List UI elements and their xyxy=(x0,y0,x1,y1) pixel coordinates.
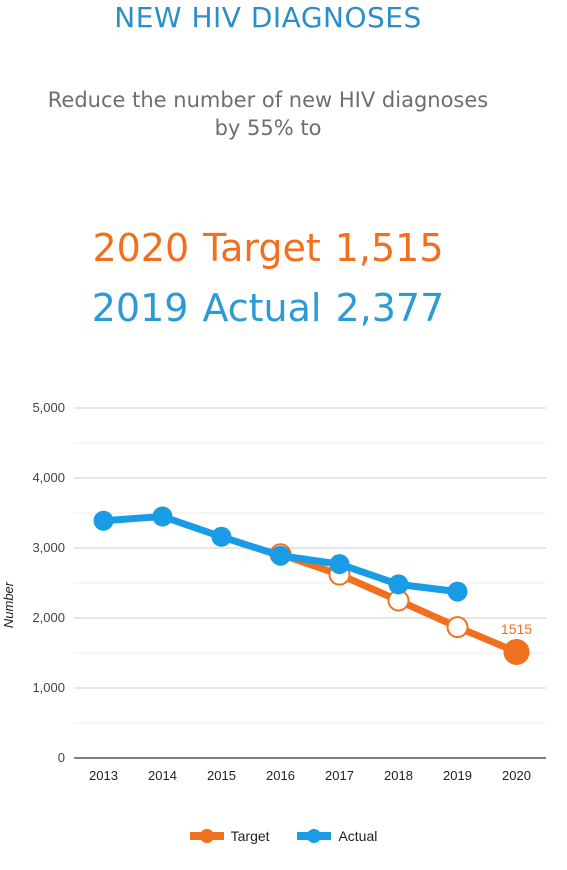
target-point xyxy=(446,616,469,639)
actual-point xyxy=(211,526,232,547)
target-year: 2020 xyxy=(92,226,190,270)
actual-year: 2019 xyxy=(91,286,189,330)
x-tick-label: 2014 xyxy=(148,768,177,783)
y-tick-label: 5,000 xyxy=(32,400,65,415)
x-tick-label: 2017 xyxy=(325,768,354,783)
actual-point xyxy=(447,581,468,602)
y-tick-label: 0 xyxy=(58,750,65,765)
actual-point xyxy=(388,574,409,595)
actual-point xyxy=(270,545,291,566)
legend-swatch-target xyxy=(189,829,224,843)
x-tick-label: 2013 xyxy=(89,768,118,783)
actual-point xyxy=(152,506,173,527)
x-tick-label: 2019 xyxy=(443,768,472,783)
subtitle-line-2: by 55% to xyxy=(214,116,322,140)
x-tick-label: 2016 xyxy=(266,768,295,783)
y-axis-label: Number xyxy=(1,581,16,628)
actual-label: Actual xyxy=(202,286,322,330)
data-label: 1515 xyxy=(501,621,532,637)
legend-swatch-actual xyxy=(297,829,332,843)
page-title: NEW HIV DIAGNOSES xyxy=(114,1,422,34)
y-tick-label: 2,000 xyxy=(32,610,65,625)
actual-highlight: 2019 Actual 2,377 xyxy=(0,284,536,332)
subtitle: Reduce the number of new HIV diagnoses b… xyxy=(0,86,536,142)
chart-legend: Target Actual xyxy=(0,828,567,846)
target-point xyxy=(503,638,530,665)
legend-label-target: Target xyxy=(230,828,270,844)
legend-label-actual: Actual xyxy=(338,828,378,844)
actual-point xyxy=(329,554,350,575)
legend-item-actual[interactable]: Actual xyxy=(297,828,377,844)
subtitle-line-1: Reduce the number of new HIV diagnoses xyxy=(47,88,489,112)
target-label: Target xyxy=(203,226,321,270)
target-value: 1,515 xyxy=(334,226,444,270)
x-tick-label: 2015 xyxy=(207,768,236,783)
actual-point xyxy=(93,510,114,531)
y-tick-label: 3,000 xyxy=(32,540,65,555)
actual-value: 2,377 xyxy=(335,286,445,330)
x-tick-label: 2018 xyxy=(384,768,413,783)
x-tick-label: 2020 xyxy=(502,768,531,783)
target-highlight: 2020 Target 1,515 xyxy=(0,224,536,272)
y-tick-label: 4,000 xyxy=(32,470,65,485)
y-tick-label: 1,000 xyxy=(32,680,65,695)
legend-item-target[interactable]: Target xyxy=(189,828,270,844)
